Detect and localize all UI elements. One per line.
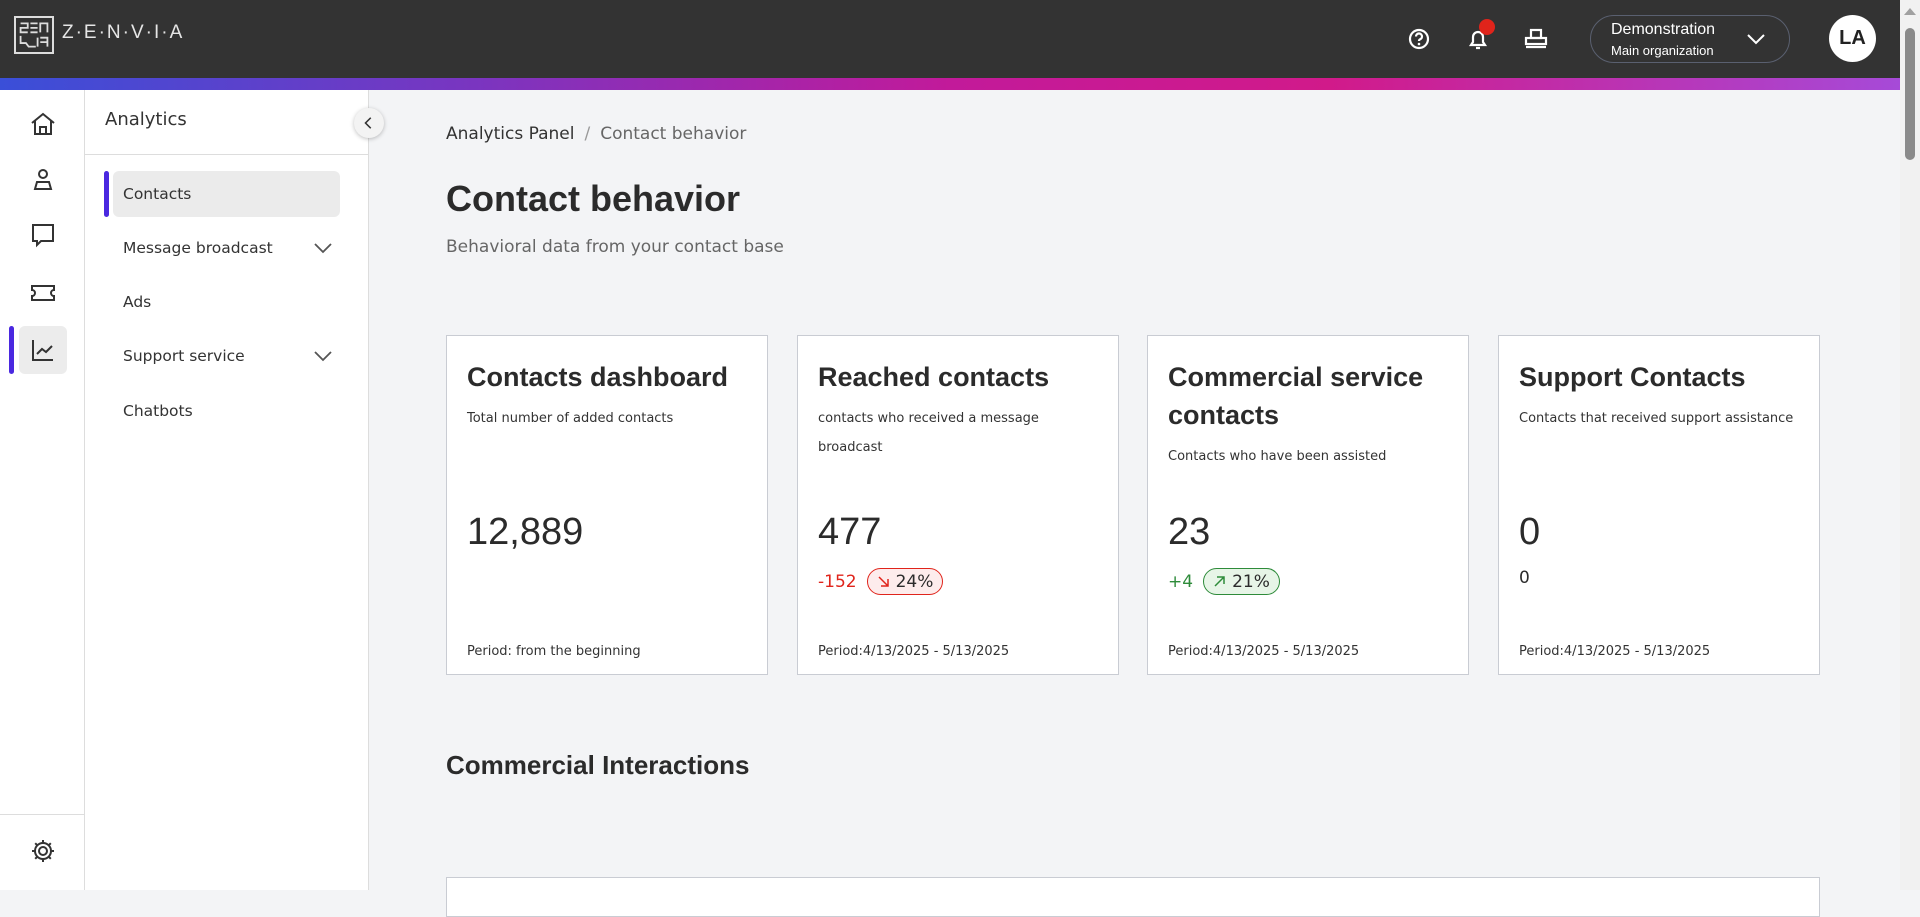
sidebar-item-label: Support service — [123, 347, 245, 365]
sidebar-active-indicator — [104, 171, 109, 217]
org-name: Demonstration — [1611, 21, 1716, 38]
brand-gradient-bar — [0, 78, 1900, 90]
sidebar-item-label: Ads — [123, 293, 152, 311]
card-title: Support Contacts — [1519, 362, 1746, 392]
sidebar-item-contacts[interactable]: Contacts — [113, 171, 340, 217]
card-delta: -152 24% — [818, 568, 944, 595]
rail-active-indicator — [9, 326, 14, 374]
sidebar-title: Analytics — [105, 109, 187, 130]
sidebar-item-message-broadcast[interactable]: Message broadcast — [113, 225, 340, 271]
page-scrollbar[interactable] — [1900, 0, 1920, 890]
card-period: Period:4/13/2025 - 5/13/2025 — [818, 644, 1010, 659]
delta-value: +4 — [1168, 571, 1194, 592]
card-subtitle: Contacts who have been assisted — [1168, 449, 1387, 464]
brand-name: Z·E·N·V·I·A — [62, 22, 185, 43]
settings-icon — [32, 840, 54, 862]
card-period: Period:4/13/2025 - 5/13/2025 — [1168, 644, 1360, 659]
card-subtitle: Total number of added contacts — [467, 411, 674, 426]
chevron-left-icon — [364, 117, 372, 129]
page-title: Contact behavior — [446, 178, 741, 219]
arrow-down-right-icon — [878, 576, 889, 587]
card-support-contacts: Support Contacts Contacts that received … — [1498, 335, 1820, 675]
rail-tickets[interactable] — [19, 269, 67, 317]
analytics-icon — [32, 340, 53, 361]
main-content: Analytics Panel / Contact behavior Contact… — [369, 90, 1900, 917]
card-value: 477 — [818, 511, 882, 553]
delta-value: -152 — [818, 571, 857, 592]
arrow-up-right-icon — [1214, 576, 1225, 587]
bell-icon[interactable] — [1463, 24, 1493, 54]
rail-settings[interactable] — [19, 827, 67, 875]
sidebar-item-chatbots[interactable]: Chatbots — [113, 388, 340, 434]
delta-percent-badge: 24% — [866, 568, 944, 595]
card-subtitle: contacts who received a message broadcas… — [818, 411, 1039, 455]
delta-percent-badge: 21% — [1203, 568, 1280, 595]
home-icon — [31, 112, 55, 135]
chevron-down-icon — [1747, 34, 1765, 45]
sidebar-item-label: Message broadcast — [123, 239, 273, 257]
breadcrumb-separator: / — [584, 124, 591, 144]
section-title-commercial-interactions: Commercial Interactions — [446, 750, 750, 780]
card-contacts-dashboard: Contacts dashboard Total number of added… — [446, 335, 768, 675]
sidebar-item-support-service[interactable]: Support service — [113, 333, 340, 379]
ticket-icon — [31, 285, 55, 301]
card-commercial-service-contacts: Commercial service contacts Contacts who… — [1147, 335, 1469, 675]
contacts-icon — [33, 169, 53, 190]
rail-chat[interactable] — [19, 211, 67, 259]
sidebar-item-ads[interactable]: Ads — [113, 279, 340, 325]
rail-divider — [0, 814, 85, 815]
zenvia-logo[interactable] — [14, 16, 54, 54]
delta-percent: 24% — [895, 571, 934, 592]
scrollbar-thumb[interactable] — [1905, 28, 1915, 160]
chevron-down-icon — [314, 351, 332, 362]
organization-selector[interactable]: Demonstration Main organization — [1590, 15, 1790, 63]
sidebar-item-label: Contacts — [123, 185, 192, 203]
card-value: 23 — [1168, 511, 1211, 553]
printer-icon[interactable] — [1521, 24, 1551, 54]
breadcrumb: Analytics Panel / Contact behavior — [446, 124, 746, 144]
page-subtitle: Behavioral data from your contact base — [446, 237, 784, 257]
card-value: 0 — [1519, 511, 1541, 553]
org-subtitle: Main organization — [1611, 43, 1714, 58]
breadcrumb-root-link[interactable]: Analytics Panel — [446, 124, 575, 144]
collapse-sidebar-button[interactable] — [354, 108, 384, 138]
help-icon[interactable] — [1404, 24, 1434, 54]
card-period: Period: from the beginning — [467, 644, 641, 659]
card-title: Commercial service contacts — [1168, 362, 1424, 430]
card-title: Reached contacts — [818, 362, 1050, 392]
card-title: Contacts dashboard — [467, 362, 729, 392]
card-subtitle: Contacts that received support assistanc… — [1519, 411, 1794, 426]
delta-value: 0 — [1519, 568, 1530, 588]
rail-analytics[interactable] — [19, 326, 67, 374]
avatar[interactable]: LA — [1829, 15, 1876, 62]
card-reached-contacts: Reached contacts contacts who received a… — [797, 335, 1119, 675]
scroll-up-arrow-icon[interactable] — [1904, 8, 1916, 15]
notification-badge — [1479, 19, 1495, 35]
chat-icon — [32, 224, 54, 248]
card-delta: 0 — [1519, 568, 1530, 588]
analytics-sidebar: Analytics Contacts Message broadcast Ads… — [85, 90, 369, 890]
chevron-down-icon — [314, 243, 332, 254]
card-period: Period:4/13/2025 - 5/13/2025 — [1519, 644, 1711, 659]
sidebar-item-label: Chatbots — [123, 402, 193, 420]
card-delta: +4 21% — [1168, 568, 1280, 595]
commercial-interactions-card — [446, 877, 1820, 917]
top-bar: Z·E·N·V·I·A Demonstration Main organizat… — [0, 0, 1900, 78]
icon-rail — [0, 90, 85, 890]
sidebar-divider — [85, 154, 369, 155]
breadcrumb-current: Contact behavior — [600, 124, 747, 144]
rail-contacts[interactable] — [19, 156, 67, 204]
delta-percent: 21% — [1232, 571, 1270, 592]
card-value: 12,889 — [467, 511, 584, 553]
rail-home[interactable] — [19, 100, 67, 148]
